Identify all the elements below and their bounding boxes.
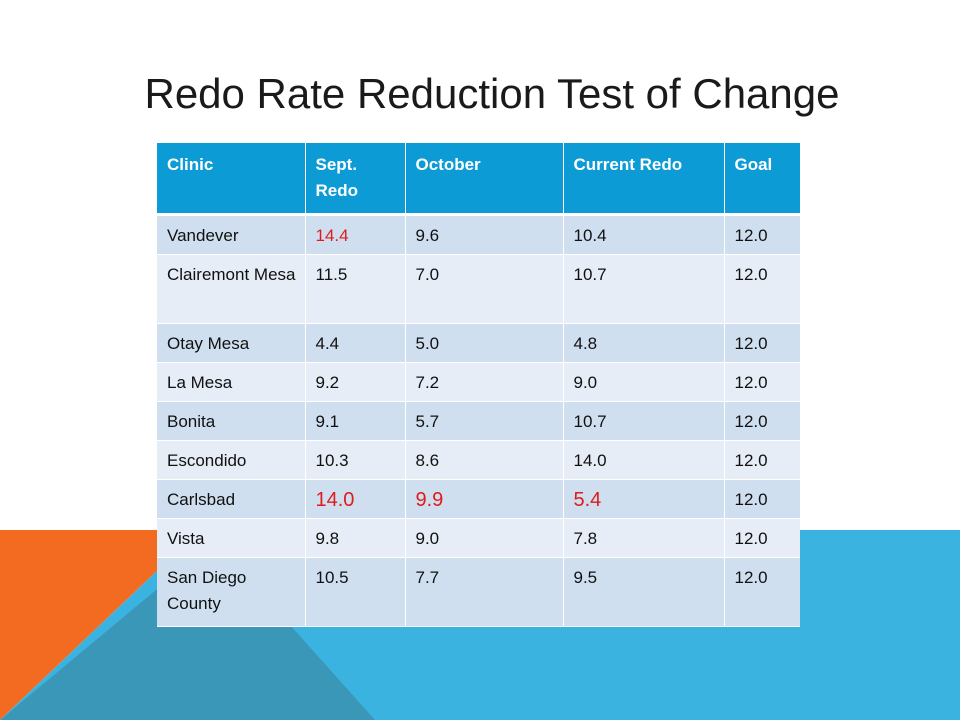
slide-title: Redo Rate Reduction Test of Change: [144, 70, 840, 117]
cell-october: 8.6: [405, 440, 564, 480]
cell-clinic: Vista: [157, 518, 306, 558]
cell-sept-redo: 14.4: [305, 214, 406, 255]
header-october: October: [405, 143, 564, 216]
table-row: La Mesa 9.2 7.2 9.0 12.0: [157, 362, 800, 402]
cell-current-redo: 4.8: [563, 323, 725, 363]
redo-rate-table: Clinic Sept. Redo October Current Redo G…: [157, 143, 800, 627]
table-row: Vandever 14.4 9.6 10.4 12.0: [157, 214, 800, 255]
table-header-row: Clinic Sept. Redo October Current Redo G…: [157, 143, 800, 216]
teal-accent-shape: [0, 570, 375, 720]
cell-current-redo: 14.0: [563, 440, 725, 480]
cell-clinic: Bonita: [157, 401, 306, 441]
cell-sept-redo: 9.1: [305, 401, 406, 441]
cell-goal: 12.0: [724, 518, 800, 558]
header-current-redo: Current Redo: [563, 143, 725, 216]
cell-october: 9.6: [405, 214, 564, 255]
cell-clinic: Escondido: [157, 440, 306, 480]
cell-sept-redo: 10.3: [305, 440, 406, 480]
cell-october: 5.7: [405, 401, 564, 441]
cell-goal: 12.0: [724, 401, 800, 441]
cell-clinic: Carlsbad: [157, 479, 306, 519]
cell-clinic: Otay Mesa: [157, 323, 306, 363]
header-clinic: Clinic: [157, 143, 306, 216]
cell-current-redo: 9.5: [563, 557, 725, 627]
table-row: Escondido 10.3 8.6 14.0 12.0: [157, 440, 800, 480]
cell-current-redo: 10.4: [563, 214, 725, 255]
cell-goal: 12.0: [724, 479, 800, 519]
cell-goal: 12.0: [724, 323, 800, 363]
cell-october: 5.0: [405, 323, 564, 363]
cell-goal: 12.0: [724, 362, 800, 402]
cell-current-redo: 5.4: [563, 479, 725, 519]
table-row: Bonita 9.1 5.7 10.7 12.0: [157, 401, 800, 441]
cell-sept-redo: 11.5: [305, 254, 406, 324]
cell-october: 9.9: [405, 479, 564, 519]
cell-goal: 12.0: [724, 440, 800, 480]
table-row: San Diego County 10.5 7.7 9.5 12.0: [157, 557, 800, 627]
cell-clinic: La Mesa: [157, 362, 306, 402]
table-row: Clairemont Mesa 11.5 7.0 10.7 12.0: [157, 254, 800, 324]
cell-sept-redo: 9.8: [305, 518, 406, 558]
header-sept-redo: Sept. Redo: [305, 143, 406, 216]
table-row: Carlsbad 14.0 9.9 5.4 12.0: [157, 479, 800, 519]
cell-sept-redo: 10.5: [305, 557, 406, 627]
cell-current-redo: 7.8: [563, 518, 725, 558]
cell-current-redo: 10.7: [563, 254, 725, 324]
cell-october: 9.0: [405, 518, 564, 558]
table-row: Vista 9.8 9.0 7.8 12.0: [157, 518, 800, 558]
cell-clinic: Vandever: [157, 214, 306, 255]
cell-clinic: San Diego County: [157, 557, 306, 627]
cell-sept-redo: 14.0: [305, 479, 406, 519]
cell-current-redo: 10.7: [563, 401, 725, 441]
cell-current-redo: 9.0: [563, 362, 725, 402]
header-goal: Goal: [724, 143, 800, 216]
cell-sept-redo: 4.4: [305, 323, 406, 363]
cell-goal: 12.0: [724, 214, 800, 255]
redo-rate-table-container: Clinic Sept. Redo October Current Redo G…: [157, 143, 800, 627]
table-row: Otay Mesa 4.4 5.0 4.8 12.0: [157, 323, 800, 363]
cell-goal: 12.0: [724, 254, 800, 324]
cell-sept-redo: 9.2: [305, 362, 406, 402]
cell-october: 7.7: [405, 557, 564, 627]
cell-october: 7.2: [405, 362, 564, 402]
cell-october: 7.0: [405, 254, 564, 324]
cell-clinic: Clairemont Mesa: [157, 254, 306, 324]
cell-goal: 12.0: [724, 557, 800, 627]
